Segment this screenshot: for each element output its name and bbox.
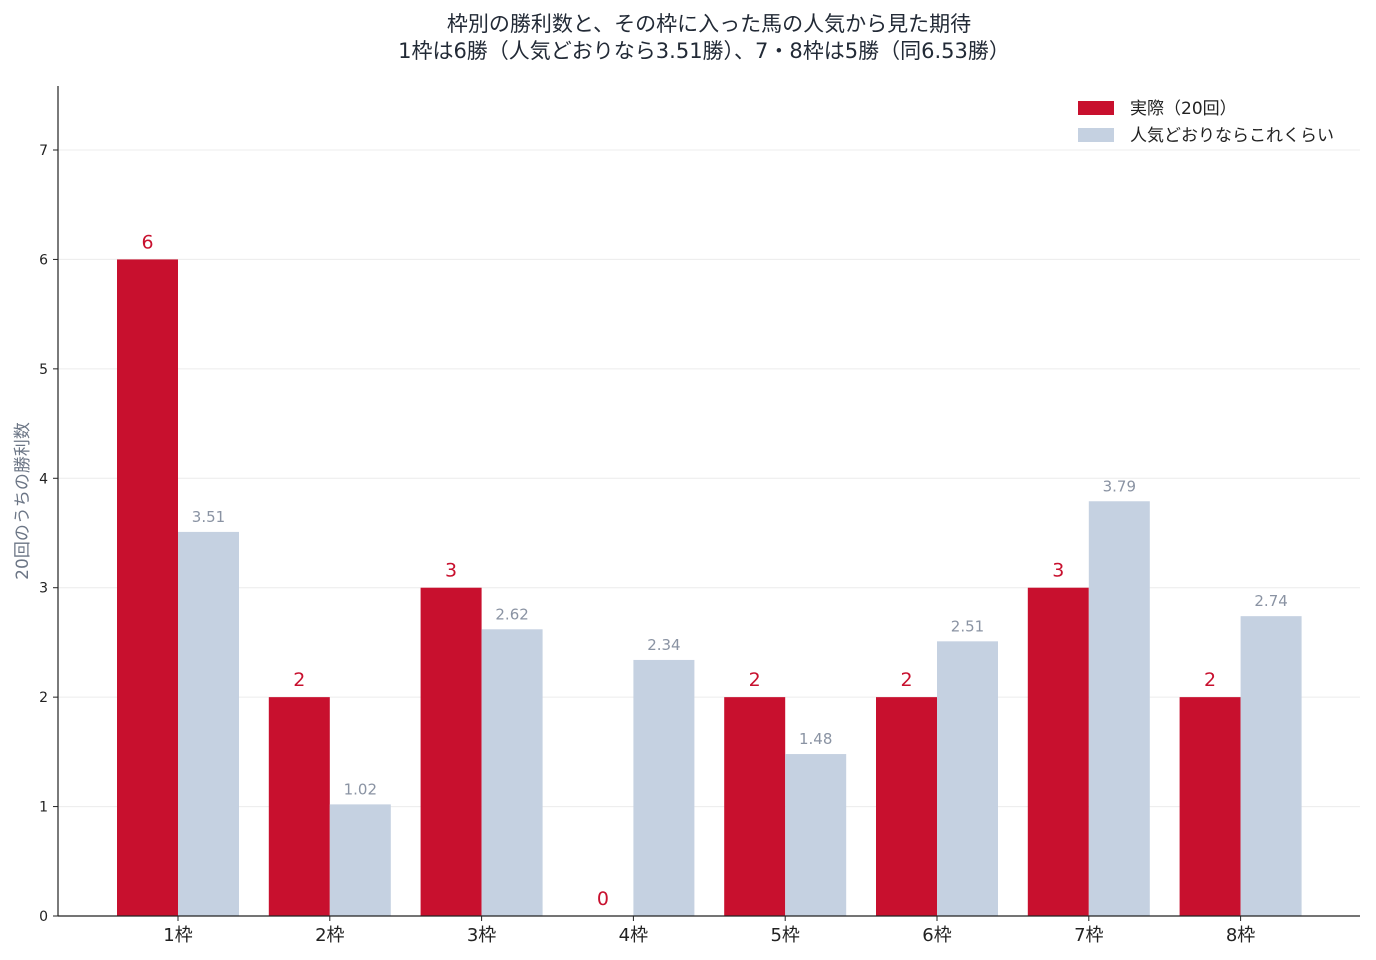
data-label-actual: 2 — [900, 669, 912, 691]
y-tick-label: 6 — [39, 252, 48, 268]
data-label-actual: 2 — [1204, 669, 1216, 691]
y-tick-label: 5 — [39, 362, 48, 378]
data-label-expected: 2.34 — [647, 636, 680, 654]
data-label-expected: 2.62 — [495, 605, 528, 623]
bar-actual — [268, 697, 330, 916]
data-label-expected: 2.51 — [951, 617, 984, 635]
legend-label-expected: 人気どおりならこれくらい — [1130, 126, 1334, 146]
bar-actual — [117, 259, 178, 916]
y-tick-label: 7 — [39, 143, 48, 159]
data-label-actual: 2 — [293, 669, 305, 691]
x-tick-label: 3枠 — [467, 925, 496, 946]
y-axis-label: 20回のうちの勝利数 — [13, 422, 33, 580]
bar-expected — [633, 659, 695, 916]
axes: 0 1 2 3 4 5 6 7 1枠 2枠 3枠 4枠 5枠 6枠 7枠 8枠 — [39, 86, 1360, 946]
legend-swatch-actual — [1078, 101, 1114, 115]
legend: 実際（20回） 人気どおりならこれくらい — [1078, 99, 1334, 146]
data-label-actual: 6 — [141, 231, 153, 253]
bar-expected — [1088, 501, 1150, 916]
bars — [117, 259, 1302, 916]
data-label-actual: 2 — [749, 669, 761, 691]
bar-actual — [1179, 697, 1241, 916]
x-tick-label: 4枠 — [619, 925, 648, 946]
bar-expected — [178, 531, 239, 916]
bar-expected — [329, 804, 391, 916]
x-tick-label: 1枠 — [163, 925, 192, 946]
data-label-expected: 2.74 — [1254, 592, 1287, 610]
y-tick-label: 4 — [39, 471, 48, 487]
data-label-expected: 3.51 — [192, 508, 225, 526]
y-tick-label: 3 — [39, 581, 48, 597]
bar-actual — [420, 587, 482, 916]
y-tick-label: 0 — [39, 909, 48, 925]
bar-expected — [481, 629, 543, 916]
x-tick-label: 6枠 — [922, 925, 951, 946]
x-tick-label: 5枠 — [770, 925, 799, 946]
bar-expected — [785, 754, 847, 916]
data-label-expected: 3.79 — [1103, 477, 1136, 495]
legend-label-actual: 実際（20回） — [1130, 99, 1237, 119]
x-tick-label: 7枠 — [1074, 925, 1103, 946]
bar-actual — [876, 697, 937, 916]
x-tick-label: 2枠 — [315, 925, 344, 946]
data-label-actual: 0 — [597, 888, 609, 910]
chart-title-line-2: 1枠は6勝（人気どおりなら3.51勝）、7・8枠は5勝（同6.53勝） — [398, 39, 1010, 63]
x-tick-label: 8枠 — [1226, 925, 1255, 946]
data-label-actual: 3 — [445, 560, 457, 582]
bar-actual — [1027, 587, 1089, 916]
chart-title-line-1: 枠別の勝利数と、その枠に入った馬の人気から見た期待 — [447, 12, 971, 36]
y-tick-label: 2 — [39, 690, 48, 706]
y-tick-label: 1 — [39, 800, 48, 816]
legend-swatch-expected — [1078, 128, 1114, 142]
value-labels: 6 3.51 2 1.02 3 2.62 0 2.34 2 1.48 2 2.51 3 3.79 2 2.74 — [141, 231, 1287, 910]
data-label-expected: 1.48 — [799, 730, 832, 748]
bar-actual — [724, 697, 786, 916]
data-label-expected: 1.02 — [344, 780, 377, 798]
bar-expected — [1240, 616, 1302, 916]
gridlines — [58, 149, 1360, 808]
bar-expected — [937, 641, 998, 916]
data-label-actual: 3 — [1052, 560, 1064, 582]
